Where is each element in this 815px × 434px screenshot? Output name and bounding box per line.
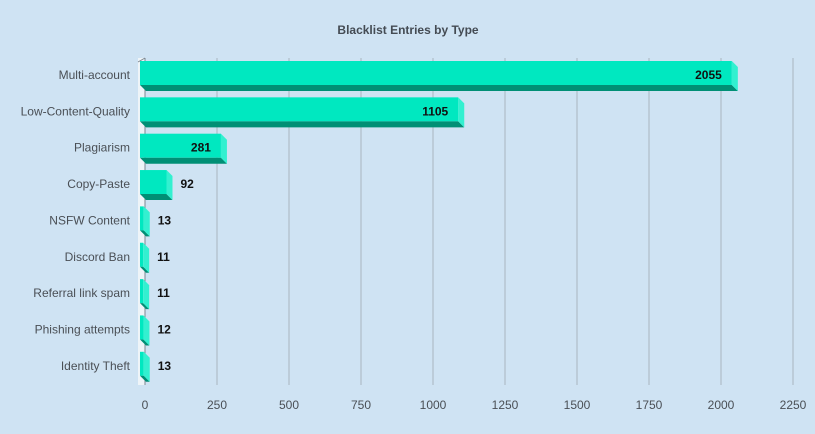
bar-bottom-face <box>140 230 150 237</box>
x-tick-label: 1750 <box>636 398 663 412</box>
bar-face <box>140 279 144 304</box>
x-tick-label: 0 <box>142 398 149 412</box>
category-label: Low-Content-Quality <box>21 104 130 118</box>
category-label: Discord Ban <box>65 250 130 264</box>
bar <box>140 61 738 91</box>
bar-side-face <box>731 61 738 91</box>
x-tick-label: 1250 <box>492 398 519 412</box>
category-label: Copy-Paste <box>67 177 130 191</box>
bar-bottom-face <box>140 157 227 164</box>
value-label: 11 <box>157 286 170 300</box>
value-label: 2055 <box>695 68 722 82</box>
value-label: 13 <box>158 359 172 373</box>
bar-face <box>140 133 221 158</box>
bar-side-face <box>143 351 150 382</box>
bar <box>140 242 150 273</box>
value-label: 281 <box>191 141 211 155</box>
bar-side-face <box>143 242 150 273</box>
value-label: 11 <box>157 250 170 264</box>
bar-bottom-face <box>140 303 150 310</box>
value-label: 1105 <box>422 104 448 118</box>
bar <box>140 133 227 164</box>
bar-bottom-face <box>140 121 465 128</box>
bar <box>140 351 150 382</box>
bar-face <box>140 206 144 231</box>
x-tick-label: 2000 <box>708 398 735 412</box>
category-label: Plagiarism <box>74 141 130 155</box>
bar-bottom-face <box>140 266 150 273</box>
bar <box>140 206 150 237</box>
bar-face <box>140 315 144 340</box>
bar-side-face <box>458 97 465 128</box>
x-tick-label: 750 <box>351 398 371 412</box>
bar-face <box>140 170 167 195</box>
bar-side-face <box>166 170 173 201</box>
category-label: Phishing attempts <box>35 322 130 336</box>
bar-side-face <box>143 315 150 346</box>
bar-face <box>140 97 459 122</box>
axis-wall-edge <box>137 57 146 63</box>
bar-bottom-face <box>140 339 150 346</box>
x-tick-label: 500 <box>279 398 299 412</box>
bars <box>140 61 738 382</box>
x-tick-label: 250 <box>207 398 227 412</box>
x-tick-label: 1000 <box>420 398 447 412</box>
bar <box>140 315 150 346</box>
bar <box>140 97 465 128</box>
bar-side-face <box>143 206 150 237</box>
bar-face <box>140 242 144 267</box>
bar-bottom-face <box>140 375 150 382</box>
category-label: Identity Theft <box>61 359 131 373</box>
category-label: Multi-account <box>59 68 131 82</box>
value-label: 13 <box>158 213 172 227</box>
category-label: NSFW Content <box>49 213 130 227</box>
chart-title: Blacklist Entries by Type <box>337 23 478 37</box>
bar <box>140 279 150 310</box>
bar-side-face <box>143 279 150 310</box>
bar <box>140 170 173 201</box>
bar-face <box>140 61 732 85</box>
x-tick-label: 1500 <box>564 398 591 412</box>
bar-bottom-face <box>140 194 173 201</box>
bar-side-face <box>220 133 227 164</box>
bar-bottom-face <box>140 85 738 91</box>
value-label: 92 <box>180 177 194 191</box>
x-tick-label: 2250 <box>780 398 807 412</box>
bar-face <box>140 351 144 376</box>
value-label: 12 <box>157 322 171 336</box>
category-label: Referral link spam <box>33 286 130 300</box>
labels: 0 250 500 750 1000 1250 1500 1750 2000 2250 Multi-… <box>21 68 807 412</box>
